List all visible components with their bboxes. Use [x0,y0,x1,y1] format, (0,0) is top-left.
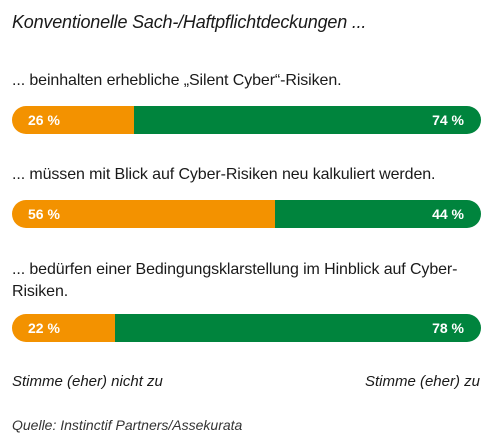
bar-segment-agree-2: 44 % [274,200,481,228]
legend-right-label: Stimme (eher) zu [364,373,480,390]
source-key: Quelle: [12,417,57,433]
bar-segment-disagree-3: 22 % [12,314,116,342]
bar-segment-agree-3: 78 % [115,314,481,342]
data-label-disagree-2: 56 % [28,206,60,222]
bar-segment-disagree-1: 26 % [12,106,134,134]
data-label-disagree-1: 26 % [28,112,60,128]
bar-row-3: 22 % 78 % [12,314,481,342]
data-label-agree-3: 78 % [432,320,464,336]
source-note: Quelle: Instinctif Partners/Assekurata [12,417,242,433]
bar-segment-disagree-2: 56 % [12,200,275,228]
legend-left-label: Stimme (eher) nicht zu [12,373,163,390]
statement-2-label: ... müssen mit Blick auf Cyber-Risiken n… [12,166,436,183]
bar-row-2: 56 % 44 % [12,200,481,228]
data-label-agree-1: 74 % [432,112,464,128]
data-label-agree-2: 44 % [432,206,464,222]
chart-title: Konventionelle Sach-/Haftpflichtdeckunge… [12,12,367,32]
statement-1-label: ... beinhalten erhebliche „Silent Cyber“… [12,72,342,89]
source-value: Instinctif Partners/Assekurata [60,417,243,433]
data-label-disagree-3: 22 % [28,320,60,336]
bar-row-1: 26 % 74 % [12,106,481,134]
statement-3-label: ... bedürfen einer Bedingungsklarstellun… [12,261,458,300]
bar-segment-agree-1: 74 % [133,106,481,134]
